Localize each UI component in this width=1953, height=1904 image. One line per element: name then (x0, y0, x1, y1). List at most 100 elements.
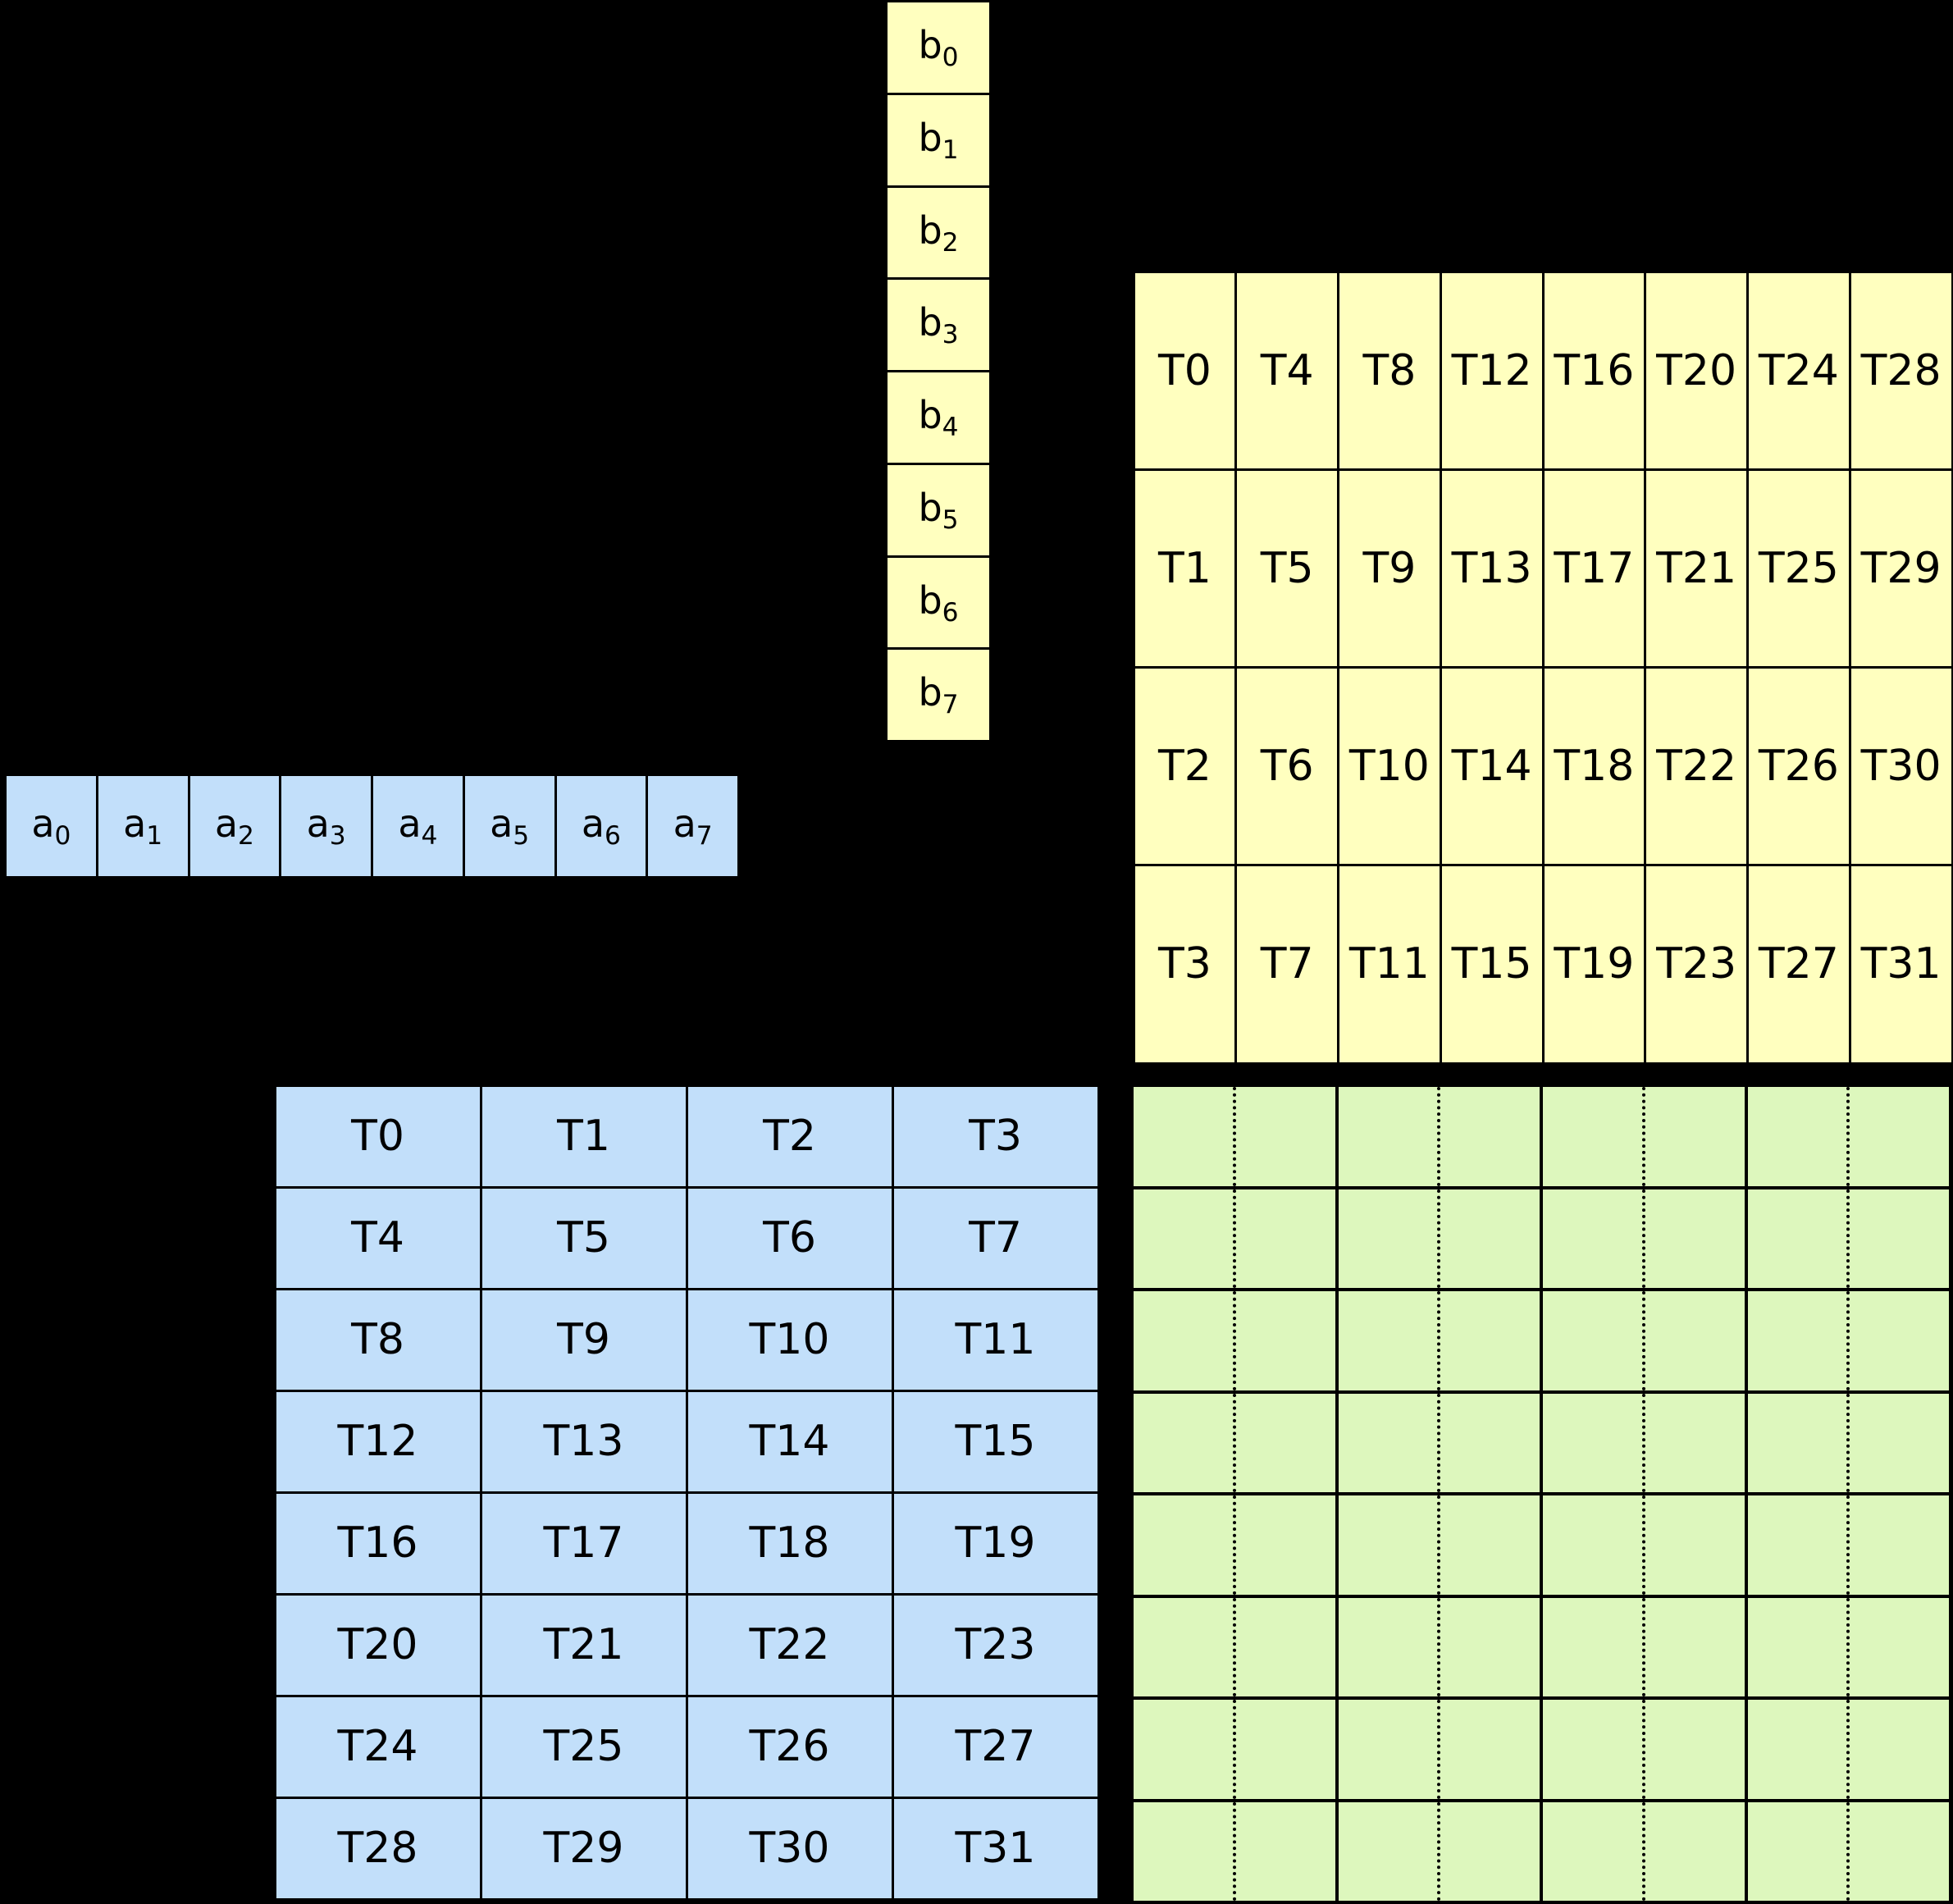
vector-b-cell-label-0: b0 (918, 23, 959, 72)
thread-cell: T25 (479, 1694, 688, 1799)
output-cell (1130, 1492, 1339, 1598)
thread-cell: T4 (1234, 270, 1339, 471)
output-cell-sub-divider (1641, 1801, 1645, 1901)
output-cell (1540, 1798, 1748, 1904)
output-cell (1130, 1696, 1339, 1802)
output-cell (1540, 1185, 1748, 1291)
thread-cell: T24 (1746, 270, 1851, 471)
thread-cell: T22 (1644, 666, 1749, 867)
thread-cell: T14 (1439, 666, 1545, 867)
thread-cell: T1 (1132, 468, 1238, 669)
vector-a: a0 a1 a2 a3 a4 a5 a6 a7 (4, 774, 740, 879)
yellow-thread-grid: T0 T4 T8 T12 T16 T20 T24 T28 T1 T5 T9 T13 T17 T21 T25 T… (1132, 270, 1953, 1065)
output-cell-sub-divider (1437, 1801, 1441, 1901)
thread-cell: T25 (1746, 468, 1851, 669)
vector-b-cell-1: b1 (885, 92, 992, 188)
thread-cell: T17 (1541, 468, 1647, 669)
output-cell (1540, 1696, 1748, 1802)
thread-cell: T13 (1439, 468, 1545, 669)
blue-thread-grid: T0 T1 T2 T3 T4 T5 T6 T7 T8 T9 T10 T11 T12 T13 T14 T15 T1… (273, 1084, 1100, 1901)
output-cell-sub-divider (1437, 1597, 1441, 1696)
thread-cell: T2 (685, 1084, 894, 1189)
vector-a-cell-subscript-2: 2 (238, 820, 254, 851)
output-cell-sub-divider (1232, 1597, 1236, 1696)
vector-b-cell-subscript-6: 6 (942, 597, 959, 628)
thread-cell: T6 (1234, 666, 1339, 867)
output-cell-sub-divider (1641, 1393, 1645, 1492)
thread-cell: T12 (273, 1389, 482, 1494)
output-cell (1335, 1084, 1543, 1189)
thread-cell: T2 (1132, 666, 1238, 867)
thread-cell: T10 (1337, 666, 1442, 867)
vector-a-cell-label-2: a2 (214, 801, 254, 851)
vector-b-cell-0: b0 (885, 0, 992, 95)
vector-a-cell-subscript-4: 4 (421, 820, 438, 851)
vector-a-cell-subscript-5: 5 (513, 820, 530, 851)
thread-cell: T9 (1337, 468, 1442, 669)
vector-b-cell-label-6: b6 (918, 578, 959, 628)
thread-cell: T1 (479, 1084, 688, 1189)
vector-b-cell-5: b5 (885, 462, 992, 558)
output-cell-sub-divider (1641, 1189, 1645, 1288)
thread-cell: T9 (479, 1287, 688, 1392)
thread-cell: T29 (1848, 468, 1953, 669)
output-cell-sub-divider (1846, 1801, 1850, 1901)
output-cell (1744, 1390, 1952, 1495)
output-cell (1335, 1288, 1543, 1394)
vector-a-cell-label-5: a5 (490, 801, 530, 851)
thread-cell: T24 (273, 1694, 482, 1799)
vector-a-cell-3: a3 (279, 774, 373, 879)
vector-b-cell-subscript-7: 7 (942, 690, 959, 719)
vector-b-cell-subscript-2: 2 (942, 227, 959, 258)
output-cell-sub-divider (1232, 1087, 1236, 1186)
thread-cell: T0 (273, 1084, 482, 1189)
output-cell (1335, 1696, 1543, 1802)
output-cell-sub-divider (1437, 1189, 1441, 1288)
vector-b-cell-label-4: b4 (918, 393, 959, 442)
output-cell (1540, 1594, 1748, 1700)
thread-cell: T14 (685, 1389, 894, 1494)
thread-cell: T5 (1234, 468, 1339, 669)
output-cell-sub-divider (1437, 1700, 1441, 1799)
output-cell (1744, 1594, 1952, 1700)
vector-b-cell-subscript-0: 0 (942, 42, 959, 72)
output-cell (1335, 1492, 1543, 1598)
vector-a-cell-subscript-0: 0 (54, 820, 71, 851)
output-cell (1335, 1594, 1543, 1700)
output-cell-sub-divider (1846, 1189, 1850, 1288)
output-cell-sub-divider (1846, 1597, 1850, 1696)
output-cell (1130, 1798, 1339, 1904)
thread-cell: T18 (1541, 666, 1647, 867)
thread-cell: T12 (1439, 270, 1545, 471)
thread-cell: T8 (273, 1287, 482, 1392)
thread-cell: T23 (891, 1592, 1100, 1697)
thread-cell: T3 (1132, 864, 1238, 1065)
output-cell (1744, 1288, 1952, 1394)
thread-cell: T26 (1746, 666, 1851, 867)
vector-b-cell-4: b4 (885, 370, 992, 465)
thread-cell: T11 (891, 1287, 1100, 1392)
thread-cell: T20 (273, 1592, 482, 1697)
output-cell-sub-divider (1232, 1393, 1236, 1492)
output-cell-sub-divider (1641, 1700, 1645, 1799)
output-cell (1130, 1185, 1339, 1291)
vector-b-cell-subscript-4: 4 (942, 412, 959, 442)
output-cell (1744, 1492, 1952, 1598)
thread-cell: T20 (1644, 270, 1749, 471)
vector-a-cell-2: a2 (187, 774, 282, 879)
vector-b-cell-label-5: b5 (918, 485, 959, 535)
vector-b-cell-label-2: b2 (918, 208, 959, 258)
thread-cell: T28 (273, 1796, 482, 1901)
output-cell (1130, 1594, 1339, 1700)
vector-b-cell-subscript-3: 3 (942, 320, 959, 349)
vector-a-cell-7: a7 (646, 774, 740, 879)
vector-a-cell-6: a6 (554, 774, 649, 879)
green-output-grid (1130, 1084, 1952, 1904)
thread-cell: T28 (1848, 270, 1953, 471)
thread-cell: T4 (273, 1185, 482, 1290)
thread-cell: T22 (685, 1592, 894, 1697)
output-cell-sub-divider (1437, 1495, 1441, 1595)
output-cell (1130, 1084, 1339, 1189)
output-cell-sub-divider (1232, 1291, 1236, 1390)
thread-cell: T11 (1337, 864, 1442, 1065)
